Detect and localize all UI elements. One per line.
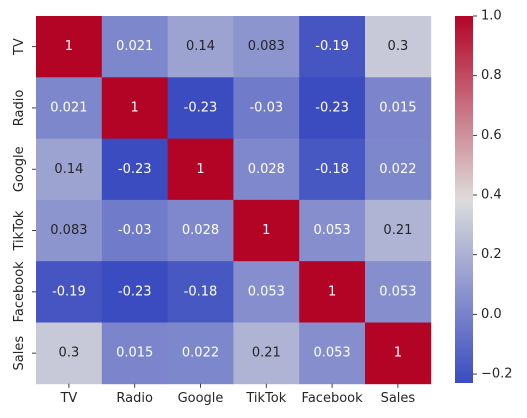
colorbar-tick-label: 0.0	[481, 307, 502, 322]
cell-label: 0.022	[379, 162, 416, 177]
heatmap-cell-facebook-sales	[365, 261, 432, 323]
x-tick-label: Radio	[116, 391, 153, 406]
cell-label: -0.23	[184, 100, 218, 115]
heatmap-cell-google-sales	[365, 138, 432, 201]
x-axis: TV Radio Google TikTok Facebook Sales	[59, 383, 416, 406]
cell-label: 0.053	[379, 284, 416, 299]
heatmap-cell-facebook-google	[167, 261, 234, 323]
cell-label: -0.18	[315, 162, 349, 177]
heatmap-cell-radio-sales	[365, 77, 432, 139]
heatmap-cell-google-tv	[36, 138, 103, 201]
y-tick-label: Google	[12, 146, 27, 192]
colorbar-tick-label: −0.2	[481, 367, 513, 382]
heatmap-cell-facebook-facebook	[299, 261, 366, 323]
heatmap-cell-radio-google	[167, 77, 234, 139]
heatmap-cell-facebook-tiktok	[233, 261, 300, 323]
heatmap-cell-google-facebook	[299, 138, 366, 201]
heatmap-cell-tv-tv	[36, 16, 103, 78]
y-tick-label: Sales	[12, 336, 27, 371]
colorbar-tick-label: 0.4	[481, 188, 502, 203]
heatmap-cell-radio-tiktok	[233, 77, 300, 139]
cell-label: 0.3	[59, 346, 80, 361]
heatmap-cell-tiktok-tiktok	[233, 199, 300, 262]
cell-label: -0.23	[118, 162, 152, 177]
heatmap-cell-tv-tiktok	[233, 16, 300, 78]
x-tick-label: Sales	[381, 391, 416, 406]
y-tick-label: TV	[12, 38, 27, 56]
heatmap-cell-tiktok-facebook	[299, 199, 366, 262]
heatmap-cell-sales-radio	[101, 322, 168, 385]
heatmap-cell-tiktok-radio	[101, 199, 168, 262]
x-tick-label: TV	[59, 391, 77, 406]
cell-label: 0.083	[248, 39, 285, 54]
heatmap-cell-sales-facebook	[299, 322, 366, 385]
heatmap-cell-sales-tv	[36, 322, 103, 385]
cell-label: 0.015	[379, 100, 416, 115]
cell-label: 1	[328, 284, 336, 299]
cell-label: 0.21	[383, 223, 412, 238]
cell-label: 1	[262, 223, 270, 238]
colorbar-tick-label: 0.6	[481, 128, 502, 143]
cell-label: -0.23	[118, 284, 152, 299]
x-tick-label: Facebook	[302, 391, 364, 406]
heatmap-cells	[36, 16, 432, 385]
cell-label: -0.23	[315, 100, 349, 115]
y-tick-label: Facebook	[12, 261, 27, 323]
cell-label: 1	[394, 346, 402, 361]
y-axis: TV Radio Google TikTok Facebook Sales	[12, 38, 36, 370]
cell-label: 0.022	[182, 346, 219, 361]
heatmap-cell-sales-tiktok	[233, 322, 300, 385]
heatmap-cell-tiktok-tv	[36, 199, 103, 262]
colorbar-gradient	[455, 16, 473, 383]
cell-label: 0.053	[313, 346, 350, 361]
cell-label: -0.19	[315, 39, 349, 54]
cell-label: 0.21	[252, 346, 281, 361]
colorbar-tick-label: 0.8	[481, 68, 502, 83]
cell-label: -0.18	[184, 284, 218, 299]
colorbar: −0.2 0.0 0.2 0.4 0.6 0.8 1.0	[455, 9, 513, 383]
heatmap-cell-tv-sales	[365, 16, 432, 78]
cell-label: -0.03	[249, 100, 283, 115]
cell-label: 0.021	[50, 100, 87, 115]
heatmap-cell-tiktok-google	[167, 199, 234, 262]
cell-label: 0.3	[388, 39, 409, 54]
colorbar-tick-label: 0.2	[481, 247, 502, 262]
heatmap-cell-radio-radio	[101, 77, 168, 139]
heatmap-cell-facebook-radio	[101, 261, 168, 323]
cell-label: 1	[65, 39, 73, 54]
cell-label: 0.053	[248, 284, 285, 299]
heatmap-cell-google-google	[167, 138, 234, 201]
heatmap-cell-tv-google	[167, 16, 234, 78]
cell-label: 0.021	[116, 39, 153, 54]
heatmap-cell-tv-radio	[101, 16, 168, 78]
heatmap-cell-sales-sales	[365, 322, 432, 385]
y-tick-label: TikTok	[12, 210, 27, 251]
heatmap-cell-google-tiktok	[233, 138, 300, 201]
heatmap-cell-radio-tv	[36, 77, 103, 139]
colorbar-tick-label: 1.0	[481, 9, 502, 24]
heatmap-cell-facebook-tv	[36, 261, 103, 323]
cell-label: 1	[196, 162, 204, 177]
cell-label: 0.14	[186, 39, 215, 54]
cell-label: 1	[131, 100, 139, 115]
cell-label: 0.028	[248, 162, 285, 177]
heatmap-cell-google-radio	[101, 138, 168, 201]
heatmap-cell-labels: 1 0.021 0.14 0.083 -0.19 0.3 0.021 1 -0.23 -0.03 -…	[50, 39, 416, 361]
cell-label: 0.14	[54, 162, 83, 177]
cell-label: 0.083	[50, 223, 87, 238]
heatmap-cell-tv-facebook	[299, 16, 366, 78]
cell-label: -0.19	[52, 284, 86, 299]
heatmap-cell-sales-google	[167, 322, 234, 385]
y-tick-label: Radio	[12, 90, 27, 127]
cell-label: 0.028	[182, 223, 219, 238]
x-tick-label: Google	[178, 391, 224, 406]
cell-label: -0.03	[118, 223, 152, 238]
cell-label: 0.053	[313, 223, 350, 238]
cell-label: 0.015	[116, 346, 153, 361]
heatmap-cell-tiktok-sales	[365, 199, 432, 262]
x-tick-label: TikTok	[245, 391, 286, 406]
heatmap-cell-radio-facebook	[299, 77, 366, 139]
